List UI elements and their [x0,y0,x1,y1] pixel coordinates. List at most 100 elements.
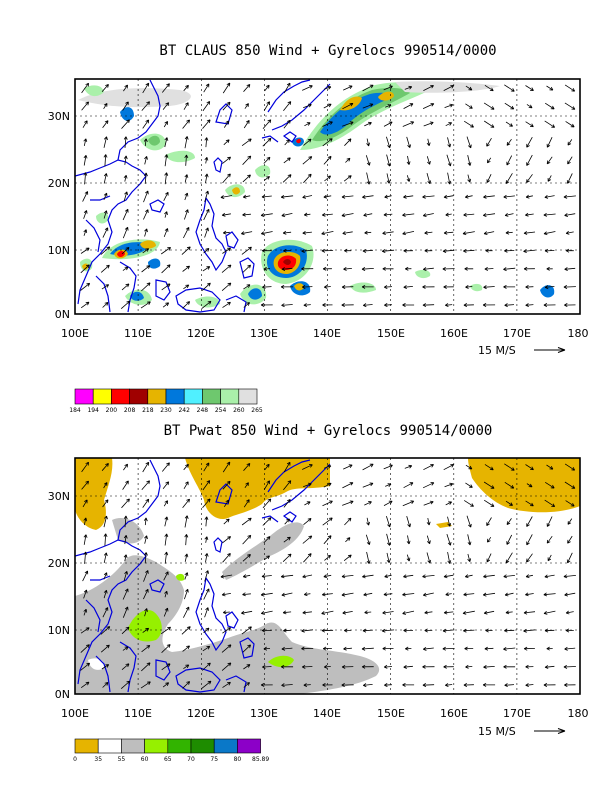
wind-vector-icon [80,644,90,653]
wind-vector-icon [423,500,434,506]
wind-vector-icon [344,628,352,633]
wind-vector-icon [525,464,534,471]
wind-vector-icon [303,518,312,526]
panel2-plot [75,458,580,694]
wind-vector-icon [121,663,130,671]
wind-vector-icon [543,683,556,687]
wind-vector-icon [160,247,171,255]
wind-vector-icon [445,501,453,506]
wind-vector-icon [544,574,555,579]
wind-vector-icon [280,664,294,669]
panel1-frame [74,78,581,315]
wind-vector-icon [464,646,474,651]
colorbar-label: 248 [197,407,209,414]
wind-vector-icon [123,571,128,581]
wind-vector-icon [504,102,515,110]
wind-vector-icon [362,103,374,109]
wind-vector-icon [424,628,433,633]
wind-vector-icon [302,85,313,91]
wind-vector-icon [302,610,312,615]
wind-vector-icon [122,266,129,271]
wind-vector-icon [323,103,332,109]
wind-vector-icon [100,626,111,635]
wind-vector-icon [547,554,552,562]
colorbar-swatch [144,738,169,754]
wind-vector-icon [283,461,291,473]
wind-vector-icon [204,156,209,164]
wind-vector-icon [483,481,495,489]
wind-vector-icon [164,211,168,218]
panel2-x-axis: 100E 110E 120E 130E 140E 150E 160E 170E … [61,707,588,720]
wind-vector-icon [503,194,515,199]
wind-vector-icon [443,574,454,579]
wind-vector-icon [424,248,433,253]
wind-vector-icon [444,683,453,687]
wind-vector-icon [183,664,190,670]
wind-vector-icon [261,628,272,633]
wind-vector-icon [204,173,209,183]
wind-vector-icon [385,104,392,108]
wind-vector-icon [282,553,292,562]
wind-vector-icon [243,499,250,508]
wind-vector-icon [242,155,252,165]
panel2-ytick: 0N [55,688,70,701]
wind-vector-icon [263,536,271,544]
wind-vector-icon [83,534,88,545]
wind-vector-icon [123,155,128,165]
panel2-wind-vectors [80,461,576,690]
wind-vector-icon [303,592,311,597]
wind-vector-icon [80,301,90,309]
wind-vector-icon [385,483,392,487]
wind-vector-icon [303,553,312,563]
wind-vector-icon [344,248,352,253]
wind-vector-icon [123,136,128,148]
wind-vector-icon [280,284,294,289]
wind-vector-icon [467,174,472,183]
wind-vector-icon [486,517,492,526]
wind-vector-icon [483,574,495,579]
wind-vector-icon [164,516,169,527]
wind-vector-icon [181,246,191,255]
wind-vector-icon [363,592,373,597]
wind-vector-icon [404,85,413,90]
wind-vector-icon [80,627,90,634]
wind-vector-icon [222,536,231,544]
wind-vector-icon [222,301,231,308]
panel2-grid [75,458,580,694]
colorbar-swatch [220,388,240,405]
wind-vector-icon [504,481,515,489]
wind-vector-icon [486,174,492,183]
wind-vector-icon [203,208,210,221]
colorbar-swatch [121,738,145,754]
wind-vector-icon [444,482,454,488]
wind-vector-icon [443,194,454,199]
wind-vector-icon [281,303,293,308]
panel2-xtick: 130E [250,707,278,720]
wind-vector-icon [447,137,452,148]
wind-vector-icon [383,592,393,597]
wind-vector-icon [422,574,435,579]
wind-vector-icon [482,592,496,597]
panel2-title: BT Pwat 850 Wind + Gyrelocs 990514/0000 [164,423,493,439]
wind-vector-icon [223,499,230,508]
wind-vector-icon [204,570,209,582]
wind-vector-icon [183,284,190,290]
wind-vector-icon [546,156,553,165]
wind-vector-icon [463,592,475,597]
wind-vector-icon [161,644,171,653]
wind-vector-icon [183,463,189,471]
wind-vector-icon [406,136,411,148]
wind-vector-icon [544,499,556,507]
wind-vector-icon [322,138,333,147]
wind-vector-icon [486,137,492,147]
wind-vector-icon [122,226,129,239]
wind-vector-icon [567,139,573,146]
wind-vector-icon [362,84,374,92]
wind-vector-icon [121,626,130,635]
wind-vector-icon [322,303,333,307]
wind-vector-icon [281,213,293,218]
panel2-ytick: 10N [48,624,70,637]
wind-vector-icon [301,285,313,289]
wind-vector-icon [567,156,573,165]
wind-vector-icon [220,574,233,579]
